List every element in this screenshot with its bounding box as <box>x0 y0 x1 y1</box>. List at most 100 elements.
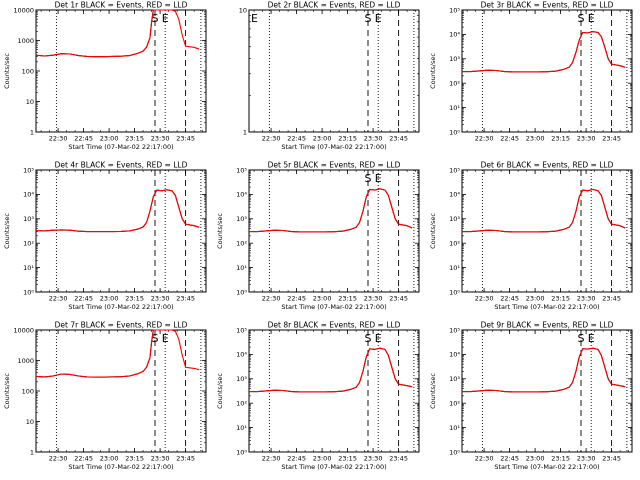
y-tick-label: 10⁰ <box>236 288 247 296</box>
y-tick-label: 10 <box>26 418 34 426</box>
y-tick-label: 10000 <box>13 6 34 14</box>
series-lld-line <box>35 329 200 378</box>
chart-panel-1r: Det 1r BLACK = Events, RED = LLD 1 10 100 10… <box>3 1 207 151</box>
x-tick-label: 23:00 <box>100 455 119 463</box>
plot-frame <box>248 169 420 293</box>
chart-title: Det 6r BLACK = Events, RED = LLD <box>481 161 614 170</box>
x-tick-label: 22:45 <box>74 295 93 303</box>
y-axis-label: Counts/sec <box>429 213 437 249</box>
x-tick-label: 23:15 <box>125 295 144 303</box>
y-axis-label: Counts/sec <box>429 53 437 89</box>
time-marker-label: S <box>365 332 372 345</box>
y-tick-label: 10⁵ <box>236 166 247 174</box>
x-tick-label: 22:30 <box>49 295 68 303</box>
x-tick-label: 23:45 <box>389 135 408 143</box>
x-tick-label: 23:45 <box>176 135 195 143</box>
x-tick-label: 22:30 <box>475 455 494 463</box>
x-tick-label: 23:45 <box>602 295 621 303</box>
chart-panel-6r: Det 6r BLACK = Events, RED = LLD 10⁰ 10¹ 10… <box>429 161 633 311</box>
x-tick-label: 22:45 <box>500 135 519 143</box>
y-tick-label: 10⁴ <box>236 191 247 199</box>
x-tick-label: 22:30 <box>49 455 68 463</box>
x-tick-label: 23:30 <box>151 135 170 143</box>
y-tick-label: 10⁰ <box>449 128 460 136</box>
y-tick-label: 10³ <box>449 375 460 383</box>
y-tick-label: 10² <box>449 240 460 248</box>
series-events-line <box>35 329 155 378</box>
x-tick-label: 23:00 <box>526 455 545 463</box>
time-marker-label: S <box>152 332 159 345</box>
x-tick-label: 22:45 <box>500 295 519 303</box>
series-lld-line <box>35 9 200 58</box>
series-lld-line <box>462 188 626 233</box>
y-tick-label: 10² <box>23 240 34 248</box>
x-tick-label: 23:45 <box>176 295 195 303</box>
y-tick-label: 10¹ <box>236 424 247 432</box>
series-lld-line <box>249 347 413 393</box>
x-tick-label: 23:00 <box>313 455 332 463</box>
x-tick-label: 23:45 <box>389 295 408 303</box>
plot-frame <box>248 9 420 133</box>
time-marker-label: E <box>251 12 258 25</box>
y-tick-label: 100 <box>22 67 34 75</box>
time-marker-label: E <box>588 332 595 345</box>
y-tick-label: 10¹ <box>449 424 460 432</box>
x-tick-label: 23:00 <box>313 135 332 143</box>
chart-panel-9r: Det 9r BLACK = Events, RED = LLD 10⁰ 10¹ 10… <box>429 321 633 471</box>
chart-panel-5r: Det 5r BLACK = Events, RED = LLD 10⁰ 10¹ 10… <box>216 161 420 311</box>
y-axis-label: Counts/sec <box>216 373 224 409</box>
plot-frame <box>461 9 633 133</box>
y-tick-label: 10⁵ <box>449 6 460 14</box>
x-tick-label: 23:15 <box>125 455 144 463</box>
y-tick-label: 10⁵ <box>449 166 460 174</box>
y-tick-label: 1 <box>243 128 247 136</box>
time-marker-label: S <box>365 12 372 25</box>
time-marker-label: E <box>162 332 169 345</box>
y-tick-label: 10² <box>449 400 460 408</box>
series-events-line <box>35 9 155 58</box>
x-tick-label: 22:30 <box>262 135 281 143</box>
series-events-line <box>462 31 626 73</box>
x-tick-label: 23:45 <box>389 455 408 463</box>
x-axis-label: Start Time (07-Mar-02 22:17:00) <box>494 463 599 471</box>
time-marker-label: S <box>578 12 585 25</box>
x-tick-label: 23:30 <box>151 455 170 463</box>
chart-title: Det 3r BLACK = Events, RED = LLD <box>481 1 614 10</box>
time-marker-label: E <box>588 12 595 25</box>
x-tick-label: 23:45 <box>602 135 621 143</box>
y-tick-label: 10 <box>26 98 34 106</box>
y-tick-label: 1000 <box>17 357 34 365</box>
y-tick-label: 10⁰ <box>449 288 460 296</box>
series-lld-line <box>35 189 200 233</box>
x-tick-label: 23:15 <box>125 135 144 143</box>
y-tick-label: 10⁴ <box>236 351 247 359</box>
y-tick-label: 10000 <box>13 326 34 334</box>
y-tick-label: 10² <box>236 400 247 408</box>
x-axis-label: Start Time (07-Mar-02 22:17:00) <box>68 143 173 151</box>
chart-title: Det 8r BLACK = Events, RED = LLD <box>268 321 401 330</box>
plot-frame <box>461 169 633 293</box>
chart-title: Det 7r BLACK = Events, RED = LLD <box>55 321 188 330</box>
series-lld-line <box>462 347 626 393</box>
x-tick-label: 23:30 <box>364 295 383 303</box>
y-tick-label: 10³ <box>236 375 247 383</box>
x-axis-label: Start Time (07-Mar-02 22:17:00) <box>494 303 599 311</box>
y-tick-label: 1000 <box>17 37 34 45</box>
x-tick-label: 22:30 <box>475 135 494 143</box>
y-tick-label: 10¹ <box>449 264 460 272</box>
x-tick-label: 23:00 <box>100 295 119 303</box>
time-marker-label: E <box>375 332 382 345</box>
y-tick-label: 10⁴ <box>23 191 34 199</box>
chart-panel-3r: Det 3r BLACK = Events, RED = LLD 10⁰ 10¹ 10… <box>429 1 633 143</box>
y-tick-label: 10⁴ <box>449 31 460 39</box>
chart-title: Det 9r BLACK = Events, RED = LLD <box>481 321 614 330</box>
time-marker-label: S <box>365 172 372 185</box>
x-tick-label: 23:30 <box>364 455 383 463</box>
x-tick-label: 22:30 <box>262 455 281 463</box>
y-tick-label: 10⁴ <box>449 191 460 199</box>
y-tick-label: 10³ <box>236 215 247 223</box>
chart-title: Det 1r BLACK = Events, RED = LLD <box>55 1 188 10</box>
x-tick-label: 22:30 <box>475 295 494 303</box>
x-tick-label: 22:45 <box>287 135 306 143</box>
